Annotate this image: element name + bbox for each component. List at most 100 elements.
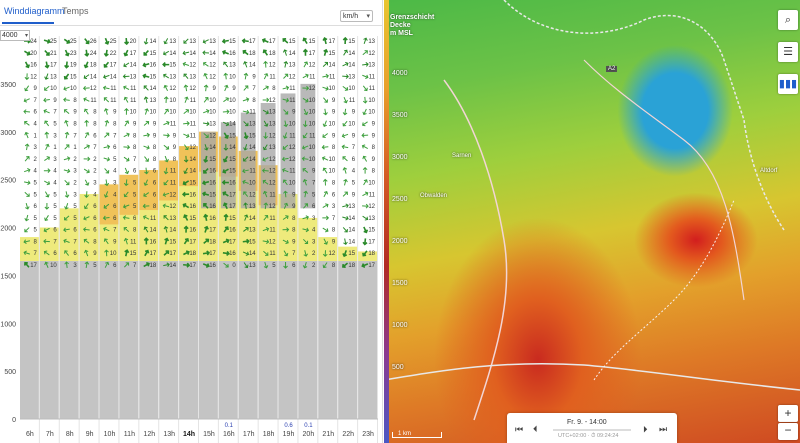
skip-forward-icon[interactable]: ⏭ <box>659 424 668 434</box>
wind-speed-label: 11 <box>269 74 276 80</box>
tab-temps[interactable]: Temps <box>62 6 89 16</box>
wind-arrow-icon <box>163 84 169 92</box>
wind-speed-label: 11 <box>329 74 336 80</box>
wind-arrow-icon <box>202 191 210 197</box>
wind-arrow-icon <box>203 72 208 80</box>
wind-speed-label: 8 <box>153 204 157 210</box>
skip-back-icon[interactable]: ⏮ <box>515 424 524 434</box>
unit-select[interactable]: km/h ▾ <box>340 10 373 22</box>
terrain-fill <box>238 261 258 419</box>
wind-speed-label: 15 <box>368 228 375 234</box>
wind-speed-label: 10 <box>329 157 336 163</box>
search-button[interactable]: ⌕ <box>778 10 798 30</box>
wind-arrow-icon <box>102 85 110 91</box>
wind-speed-label: 13 <box>209 122 216 128</box>
wind-speed-label: 10 <box>309 122 316 128</box>
zoom-in-button[interactable]: + <box>778 405 798 422</box>
wind-speed-label: 13 <box>169 74 176 80</box>
time-slider[interactable] <box>553 429 631 431</box>
wind-arrow-icon <box>183 155 189 163</box>
hour-label: 7h <box>46 431 54 438</box>
wind-speed-label: 9 <box>232 86 236 92</box>
step-forward-icon[interactable]: ⏵ <box>643 424 648 434</box>
wind-speed-label: 11 <box>190 133 197 139</box>
wind-arrow-icon <box>23 98 30 103</box>
step-back-icon[interactable]: ⏴ <box>533 424 538 434</box>
wind-speed-label: 23 <box>70 51 77 57</box>
wind-arrow-icon <box>222 109 230 114</box>
wind-speed-label: 7 <box>113 228 117 234</box>
wind-arrow-icon <box>43 109 50 114</box>
wind-arrow-icon <box>163 167 169 175</box>
wind-arrow-icon <box>322 203 329 209</box>
wind-speed-label: 9 <box>292 239 296 245</box>
tab-winddiagramm[interactable]: Winddiagramm <box>4 6 65 16</box>
diagram-toggle-button[interactable]: ▮▮▮ <box>778 74 798 94</box>
wind-arrow-icon <box>243 262 249 269</box>
wind-arrow-icon <box>261 38 269 43</box>
wind-speed-label: 11 <box>309 133 316 139</box>
wind-speed-label: 18 <box>348 263 355 269</box>
wind-speed-label: 9 <box>153 122 157 128</box>
wind-arrow-icon <box>103 61 110 68</box>
wind-speed-label: 11 <box>309 74 316 80</box>
wind-speed-label: 11 <box>130 86 137 92</box>
map-view[interactable] <box>384 0 800 443</box>
wind-speed-label: 10 <box>329 122 336 128</box>
wind-arrow-icon <box>262 85 269 91</box>
wind-arrow-icon <box>143 215 150 220</box>
wind-speed-label: 9 <box>173 133 177 139</box>
wind-arrow-icon <box>362 238 368 246</box>
layer-settings-button[interactable]: ☰ <box>778 42 798 62</box>
wind-speed-label: 13 <box>249 204 256 210</box>
wind-arrow-icon <box>243 121 249 127</box>
wind-arrow-icon <box>104 179 110 187</box>
wind-arrow-icon <box>183 133 190 139</box>
wind-arrow-icon <box>263 132 268 140</box>
wind-arrow-icon <box>242 49 249 56</box>
wind-arrow-icon <box>303 250 309 257</box>
highway-label: A2 <box>606 66 618 72</box>
wind-speed-label: 12 <box>368 204 375 210</box>
wind-speed-label: 9 <box>372 133 376 139</box>
wind-speed-label: 11 <box>269 251 276 257</box>
wind-arrow-icon <box>123 144 131 150</box>
wind-arrow-icon <box>123 62 130 68</box>
zoom-out-button[interactable]: − <box>778 423 798 440</box>
wind-speed-label: 8 <box>332 180 336 186</box>
hour-label: 11h <box>124 431 135 438</box>
wind-speed-label: 6 <box>93 228 97 234</box>
wind-arrow-icon <box>23 180 31 186</box>
wind-speed-label: 9 <box>312 169 316 175</box>
wind-speed-label: 7 <box>312 180 316 186</box>
wind-arrow-icon <box>202 180 210 186</box>
wind-arrow-icon <box>223 213 229 221</box>
wind-speed-label: 6 <box>153 169 157 175</box>
wind-arrow-icon <box>243 191 249 197</box>
wind-speed-label: 15 <box>309 39 316 45</box>
wind-speed-label: 13 <box>169 216 176 222</box>
wind-speed-label: 10 <box>368 180 375 186</box>
wind-speed-label: 15 <box>229 169 236 175</box>
y-tick-label: 2000 <box>0 226 16 233</box>
wind-speed-label: 8 <box>133 133 137 139</box>
wind-speed-label: 18 <box>189 251 196 257</box>
wind-arrow-icon <box>164 108 169 115</box>
wind-arrow-icon <box>123 156 130 162</box>
wind-arrow-icon <box>203 167 209 174</box>
wind-arrow-icon <box>124 120 130 127</box>
wind-arrow-icon <box>282 227 290 232</box>
wind-arrow-icon <box>64 191 70 198</box>
wind-arrow-icon <box>182 203 190 209</box>
hour-label: 8h <box>66 431 74 438</box>
wind-arrow-icon <box>143 120 150 126</box>
wind-speed-label: 7 <box>133 263 137 269</box>
wind-arrow-icon <box>362 155 368 162</box>
wind-speed-label: 8 <box>73 98 77 104</box>
wind-arrow-icon <box>242 238 250 244</box>
wind-arrow-icon <box>343 238 348 246</box>
wind-arrow-icon <box>202 61 209 67</box>
wind-arrow-icon <box>103 108 109 115</box>
altitude-select[interactable]: 4000 ▾ <box>0 30 30 41</box>
wind-speed-label: 4 <box>53 180 57 186</box>
